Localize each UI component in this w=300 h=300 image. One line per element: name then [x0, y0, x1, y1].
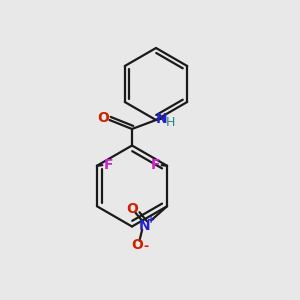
Text: H: H [166, 116, 175, 129]
Text: O: O [97, 111, 109, 124]
Text: F: F [151, 158, 160, 172]
Text: O: O [131, 238, 143, 252]
Text: N: N [139, 219, 150, 233]
Text: O: O [127, 202, 139, 216]
Text: N: N [156, 112, 167, 126]
Text: -: - [143, 240, 148, 253]
Text: +: + [146, 215, 154, 225]
Text: F: F [103, 158, 113, 172]
